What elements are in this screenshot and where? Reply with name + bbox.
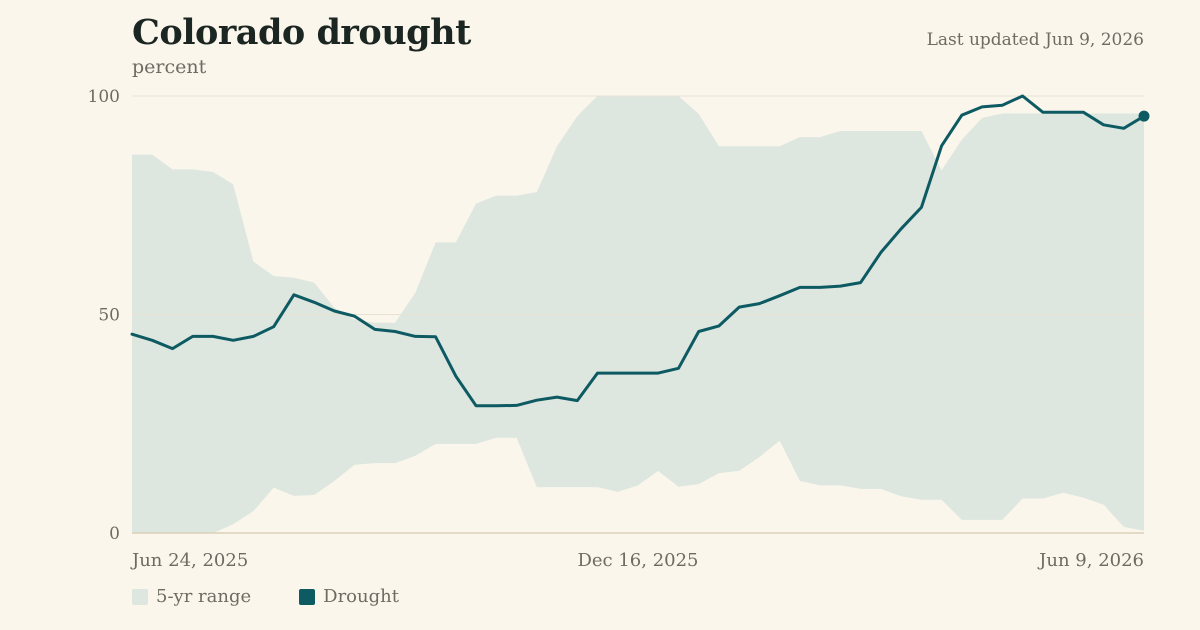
drought-line — [130, 94, 1146, 408]
y-tick-label-100: 100 — [88, 87, 120, 107]
x-tick-label: Dec 16, 2025 — [577, 550, 698, 571]
last-updated: Last updated Jun 9, 2026 — [926, 30, 1144, 50]
legend-item-drought: Drought — [299, 586, 399, 607]
chart-title: Colorado drought — [132, 12, 471, 53]
legend-label-range: 5-yr range — [156, 586, 252, 607]
drought-endpoint — [1138, 110, 1150, 122]
y-tick-label-0: 0 — [109, 524, 120, 544]
chart-subtitle: percent — [132, 56, 207, 78]
legend-swatch-range — [132, 588, 148, 605]
y-tick-label-50: 50 — [98, 306, 120, 326]
legend-label-drought: Drought — [323, 586, 399, 607]
x-tick-label: Jun 9, 2026 — [1037, 550, 1144, 571]
x-tick-label: Jun 24, 2025 — [130, 550, 248, 571]
chart-legend: 5-yr range Drought — [132, 586, 433, 607]
legend-item-range: 5-yr range — [132, 586, 251, 607]
legend-swatch-drought — [299, 588, 316, 605]
